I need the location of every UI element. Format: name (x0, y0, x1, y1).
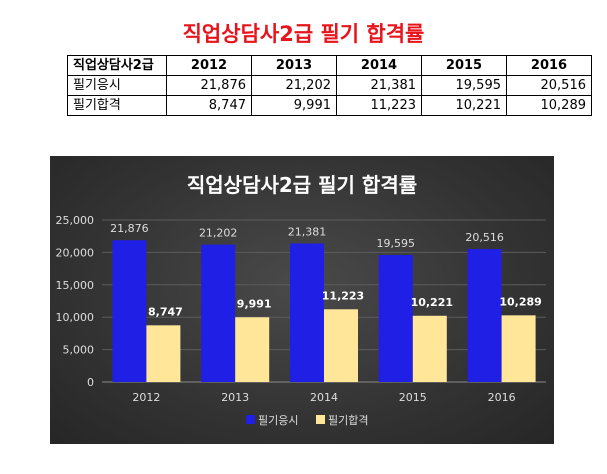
data-label-applicants: 21,381 (288, 225, 327, 238)
legend-swatch-passers (316, 415, 325, 424)
chart-area: 직업상담사2급 필기 합격률 0 5,000 10,000 15,000 20,000 25… (50, 156, 554, 444)
y-tick-label: 5,000 (63, 344, 95, 357)
table-cell: 21,876 (166, 75, 252, 96)
page-title: 직업상담사2급 필기 합격률 (182, 22, 425, 46)
data-label-passers: 10,289 (499, 295, 541, 308)
x-tick-label: 2014 (310, 391, 338, 404)
legend-label-applicants: 필기응시 (258, 414, 298, 427)
table-cell: 11,223 (336, 95, 422, 116)
chart-title: 직업상담사2급 필기 합격률 (187, 173, 417, 197)
data-label-passers: 8,747 (148, 305, 183, 318)
legend-label-passers: 필기합격 (328, 414, 368, 427)
table-row: 필기합격 8,747 9,991 11,223 10,221 10,289 (67, 95, 592, 116)
table-row-label: 필기응시 (67, 75, 167, 96)
data-label-passers: 10,221 (411, 296, 453, 309)
y-tick-label: 20,000 (56, 246, 95, 259)
bar-applicants (201, 244, 236, 382)
bar-passers (146, 325, 181, 382)
table-cell: 10,221 (421, 95, 507, 116)
table-cell: 19,595 (421, 75, 507, 96)
data-label-applicants: 19,595 (377, 237, 416, 250)
y-tick-label: 15,000 (56, 279, 95, 292)
data-table: 직업상담사2급 2012 2013 2014 2015 2016 필기응시 21… (67, 55, 592, 116)
x-tick-label: 2016 (488, 391, 516, 404)
bar-passers (412, 315, 447, 382)
table-cell: 21,202 (251, 75, 337, 96)
y-tick-label: 10,000 (56, 311, 95, 324)
x-tick-label: 2012 (132, 391, 160, 404)
x-tick-label: 2013 (221, 391, 249, 404)
bar-chart: 직업상담사2급 필기 합격률 0 5,000 10,000 15,000 20,000 25… (56, 173, 546, 427)
bar-passers (501, 315, 536, 382)
data-label-applicants: 21,876 (110, 222, 148, 235)
bar-applicants (290, 243, 324, 382)
table-row: 필기응시 21,876 21,202 21,381 19,595 20,516 (67, 75, 592, 96)
table-cell: 8,747 (166, 95, 252, 116)
table-year-header: 2012 (166, 55, 252, 76)
y-tick-label: 25,000 (56, 214, 95, 227)
table-year-header: 2013 (251, 55, 337, 76)
data-label-passers: 11,223 (322, 289, 364, 302)
table-year-header: 2016 (506, 55, 592, 76)
table-year-header: 2014 (336, 55, 422, 76)
legend-swatch-applicants (246, 415, 255, 424)
table-cell: 10,289 (506, 95, 592, 116)
table-cell: 9,991 (251, 95, 337, 116)
table-cell: 21,381 (336, 75, 422, 96)
bar-applicants (378, 255, 413, 382)
bar-applicants (467, 249, 502, 382)
y-tick-label: 0 (87, 376, 94, 389)
x-tick-label: 2015 (399, 391, 427, 404)
bar-passers (324, 309, 358, 382)
data-label-applicants: 20,516 (465, 231, 504, 244)
data-label-applicants: 21,202 (199, 227, 238, 240)
bar-passers (235, 317, 270, 382)
bar-applicants (112, 240, 147, 382)
table-cell: 20,516 (506, 75, 592, 96)
table-corner-header: 직업상담사2급 (67, 55, 167, 76)
table-header-row: 직업상담사2급 2012 2013 2014 2015 2016 (67, 55, 592, 76)
table-row-label: 필기합격 (67, 95, 167, 116)
table-year-header: 2015 (421, 55, 507, 76)
data-label-passers: 9,991 (237, 297, 272, 310)
